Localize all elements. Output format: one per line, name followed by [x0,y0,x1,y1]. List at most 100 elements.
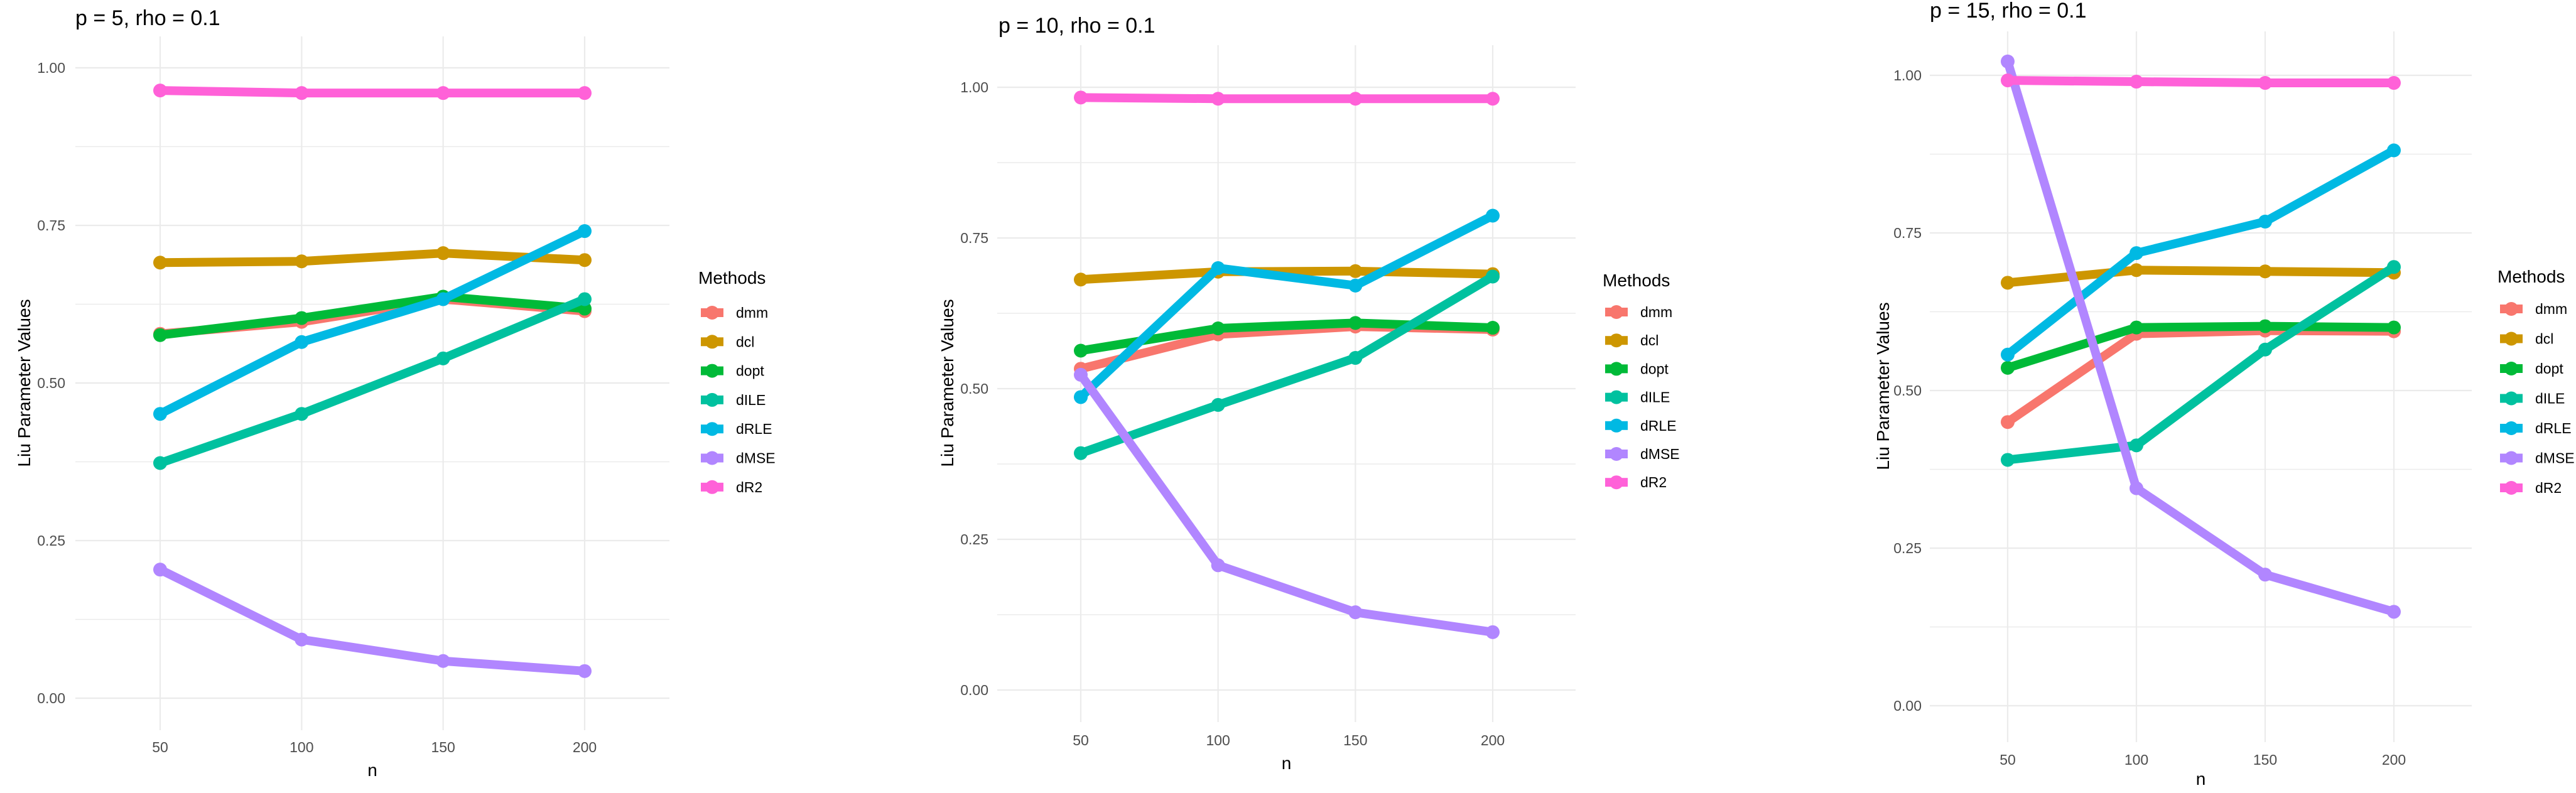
legend-key-point [705,480,719,494]
legend-label: dopt [2535,360,2563,377]
x-tick-label: 100 [1206,732,1230,748]
point-dILE [1074,446,1088,460]
line-dRLE [158,227,587,418]
line-dILE [1079,272,1495,458]
legend-label: dRLE [2535,420,2572,436]
point-dRLE [2387,143,2401,158]
point-dopt [153,328,167,342]
point-dRLE [1074,390,1088,404]
line-dR2 [1080,93,1493,104]
x-tick-label: 50 [152,739,168,755]
line-dmm [2005,326,2395,426]
point-dR2 [1348,92,1363,106]
line-dMSE [158,565,585,676]
legend-title: Methods [2498,267,2565,286]
y-tick-label: 0.50 [1893,382,1922,399]
point-dILE [2130,438,2143,453]
line-dopt [2006,321,2395,372]
point-dRLE [2258,214,2272,229]
legend-label: dcl [2535,331,2553,347]
legend-item-dMSE: dMSE [2500,450,2575,467]
point-dcl [436,246,450,261]
y-tick-label: 0.25 [960,531,988,548]
point-dopt [2258,319,2272,333]
point-dMSE [1486,625,1500,639]
point-dcl [1074,272,1088,287]
line-dMSE [1077,372,1494,637]
point-dILE [2001,453,2015,467]
series-layer [2001,54,2401,619]
legend-key-point [2504,421,2518,435]
point-dMSE [436,654,450,668]
line-dopt [160,292,585,340]
legend: Methods dmm dcl dopt dILE dRLE dMSE dR2 [1603,271,1680,490]
point-dMSE [1074,367,1088,382]
legend: Methods dmm dcl dopt dILE dRLE dMSE dR2 [698,268,776,495]
line-dILE [2007,263,2396,465]
legend: Methods dmm dcl dopt dILE dRLE dMSE dR2 [2498,267,2575,496]
legend-item-dcl: dcl [701,333,754,350]
point-dMSE [2258,568,2272,582]
line-dR2 [2007,76,2394,88]
legend-key-point [705,306,719,320]
y-tick-label: 0.75 [960,230,988,246]
legend-label: dcl [736,333,754,350]
legend-key-point [1610,447,1623,461]
point-dMSE [2130,481,2143,495]
point-dR2 [2387,76,2401,90]
point-dRLE [1211,261,1225,275]
grid [75,36,669,730]
x-axis-title: n [1282,753,1292,773]
legend-title: Methods [698,268,766,288]
legend-item-dILE: dILE [701,392,766,408]
point-dRLE [436,292,450,306]
series-dR2 [153,84,592,100]
series-dMSE [153,563,592,678]
point-dR2 [1486,92,1500,106]
y-tick-label: 0.00 [960,682,988,698]
point-dRLE [2130,246,2143,261]
legend-label: dMSE [1640,446,1680,462]
legend-item-dopt: dopt [701,363,764,379]
line-dcl [160,249,585,267]
point-dR2 [1074,90,1088,105]
legend-label: dR2 [1640,474,1667,490]
y-tick-label: 0.50 [37,375,65,391]
panel-3: p = 15, rho = 0.1 0.00 0.25 0.50 0.75 1.00 50 1… [1873,0,2575,789]
legend-key-point [705,422,719,436]
series-dILE [2001,260,2401,467]
series-dR2 [1074,90,1500,106]
series-layer [1074,90,1500,639]
line-dmm [1080,322,1493,374]
legend-key-point [1610,475,1623,490]
y-tick-label: 0.50 [960,380,988,397]
x-tick-label: 200 [1481,732,1505,748]
point-dMSE [295,632,309,647]
series-dILE [153,292,592,470]
legend-key-point [705,364,719,378]
y-tick-label: 0.25 [1893,540,1922,556]
series-dopt [2001,319,2401,375]
legend-item-dRLE: dRLE [2500,420,2572,436]
point-dILE [436,351,450,365]
y-tick-label: 0.00 [37,690,65,706]
series-dR2 [2001,73,2401,90]
x-axis-title: n [367,760,377,780]
x-axis-title: n [2196,769,2206,789]
point-dcl [578,253,592,267]
legend-item-dR2: dR2 [701,479,762,495]
point-dopt [295,311,309,325]
legend-label: dILE [736,392,766,408]
point-dcl [153,256,167,270]
point-dcl [2130,263,2143,278]
point-dRLE [578,224,592,239]
series-layer [153,84,592,678]
x-tick-label: 150 [431,739,455,755]
line-dcl [2007,266,2395,288]
legend-key-point [1610,305,1623,319]
series-dcl [153,246,592,270]
legend-item-dmm: dmm [701,305,768,321]
y-tick-label: 0.25 [37,532,65,549]
series-dMSE [1074,367,1500,639]
legend-key-point [1610,333,1623,348]
